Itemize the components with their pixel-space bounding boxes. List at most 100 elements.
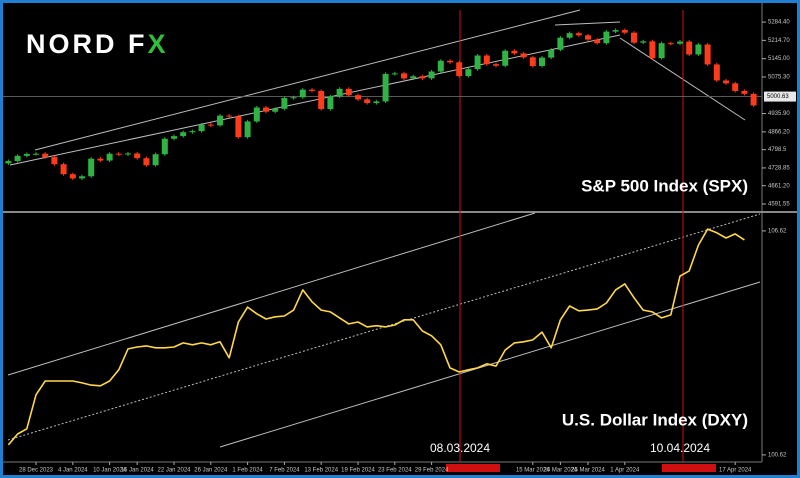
candle-body [585,35,591,40]
candle-body [106,153,113,161]
x-tick-label: 25 Mar 2024 [571,468,605,474]
x-tick-label: 28 Dec 2023 [19,468,54,474]
candle-body [125,153,131,155]
candle-body [382,73,389,102]
candle-body [327,96,334,110]
candle-body [23,153,30,156]
candle-body [189,131,196,133]
candle-body [88,158,95,177]
y-tick-label: 100.62 [768,452,787,458]
x-tick-label: 10 Jan 2024 [93,468,127,474]
candle-body [704,44,711,65]
candle-body [566,33,573,38]
candle-body [686,41,693,55]
candle-body [244,121,251,138]
candle-body [483,55,490,65]
panel-title: S&P 500 Index (SPX) [581,176,748,195]
x-tick-label: 13 Feb 2024 [304,468,338,474]
candle-body [511,50,518,54]
channel-line [34,9,581,151]
candle-body [437,60,444,72]
candle-body [502,50,509,66]
candle-body [207,124,214,126]
candle-body [539,57,545,67]
candle-body [410,76,417,79]
candle-body [171,136,177,139]
x-tick-label: 23 Feb 2024 [378,468,412,474]
event-label: 08.03.2024 [430,441,490,455]
y-tick-label: 4935.90 [768,111,790,117]
candle-body [631,32,637,43]
last-price-label: 5000.63 [767,94,789,100]
candle-body [594,39,601,44]
y-tick-label: 4591.55 [768,202,790,208]
series-line [7,228,745,446]
last-price-box [764,91,796,102]
y-tick-label: 5284.40 [768,20,790,26]
x-tick-label: 22 Jan 2024 [157,468,191,474]
y-tick-label: 5145.00 [768,56,790,62]
panel-title: U.S. Dollar Index (DXY) [562,410,748,429]
candle-body [667,43,674,45]
channel-line [9,34,621,166]
x-tick-label: 26 Jan 2024 [194,468,228,474]
x-tick-label: 1 Feb 2024 [232,468,263,474]
x-tick-label: 4 Jan 2024 [58,468,88,474]
candle-body [143,158,150,166]
candle-body [391,73,398,75]
candle-body [198,124,205,132]
candle-body [97,158,104,161]
candle-body [318,90,325,110]
y-tick-label: 106.62 [768,228,787,234]
y-tick-label: 5075.30 [768,75,790,81]
x-tick-label: 1 Apr 2024 [610,468,640,474]
candle-body [456,62,463,76]
candle-body [713,64,720,81]
x-tick-label: 16 Jan 2024 [121,468,155,474]
candle-body [621,30,628,33]
event-axis-box [662,464,716,472]
channel-line [7,212,536,376]
x-tick-label: 7 Feb 2024 [269,468,300,474]
y-tick-label: 5214.70 [768,38,790,44]
candle-body [658,43,665,59]
candle-body [465,69,472,76]
candle-body [401,73,407,79]
candle-body [290,97,297,99]
candle-body [345,88,352,96]
x-tick-label: 20 Mar 2024 [544,468,578,474]
candle-body [474,55,481,70]
candle-body [42,153,49,158]
candle-body [134,153,141,159]
candle-body [51,157,58,165]
candle-body [217,115,223,126]
candle-body [548,49,555,58]
candle-body [677,41,683,44]
y-tick-label: 4728.85 [768,166,790,172]
candle-body [60,164,67,175]
candle-body [603,31,610,44]
channel-line [554,21,621,26]
candle-body [649,41,656,59]
candle-body [428,71,435,79]
logo: NORD FX [26,29,169,59]
candle-body [355,95,361,100]
x-tick-label: 19 Feb 2024 [341,468,375,474]
candle-body [152,154,159,166]
candle-body [493,64,499,66]
candle-body [612,30,619,32]
chart-background [3,3,797,475]
candle-body [373,101,380,104]
candle-body [520,53,527,58]
candle-body [309,89,315,91]
candle-body [69,174,76,179]
candle-body [529,57,536,67]
candle-body [281,98,288,109]
event-label: 10.04.2024 [650,441,710,455]
candle-body [5,161,12,164]
candle-body [299,89,306,98]
candle-body [447,60,453,63]
y-tick-label: 4866.20 [768,129,790,135]
candle-body [695,44,702,55]
candle-body [253,107,260,122]
